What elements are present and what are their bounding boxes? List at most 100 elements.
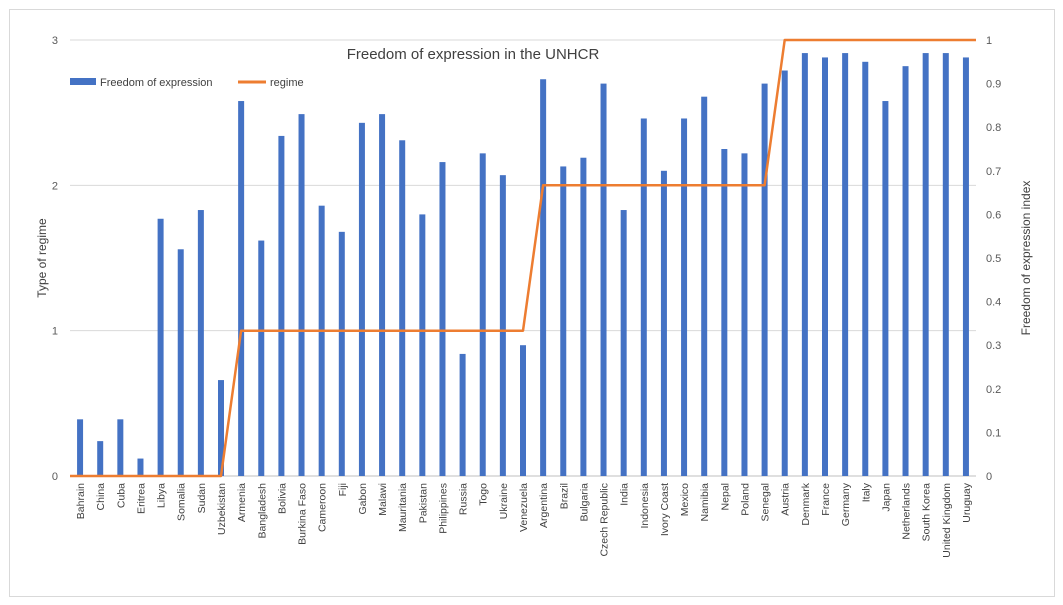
bar-togo <box>479 153 486 477</box>
category-label: Japan <box>880 483 892 512</box>
bar-mexico <box>681 118 688 476</box>
category-labels: Bahrain China Cuba Eritrea Libya Somalia Sudan… <box>75 482 973 557</box>
right-tick-label: 0.2 <box>986 384 1001 396</box>
bar-pakistan <box>419 214 426 476</box>
category-label: Uzbekistan <box>216 483 228 535</box>
category-label: Germany <box>840 482 852 526</box>
category-label: Czech Republic <box>599 483 611 557</box>
bar-ukraine <box>499 175 506 476</box>
category-label: Mexico <box>679 483 691 516</box>
bar-austria <box>781 70 788 477</box>
regime-line <box>70 38 976 478</box>
legend-swatch-freedom-of-expression <box>70 78 96 85</box>
right-tick-label: 0 <box>986 471 992 483</box>
category-label: Venezuela <box>518 483 530 532</box>
category-label: Cuba <box>115 483 127 508</box>
bar-eritrea <box>137 458 144 476</box>
bar-argentina <box>540 79 547 477</box>
category-label: Denmark <box>800 482 812 525</box>
category-label: Nepal <box>719 483 731 510</box>
category-label: Pakistan <box>417 483 429 523</box>
category-label: Indonesia <box>639 483 651 529</box>
category-label: Malawi <box>377 483 389 516</box>
category-label: China <box>95 483 107 511</box>
category-label: India <box>619 483 631 506</box>
bar-germany <box>842 53 849 477</box>
bar-namibia <box>701 96 708 477</box>
category-label: Burkina Faso <box>297 483 309 545</box>
left-axis-label: Type of regime <box>35 218 49 298</box>
category-label: Poland <box>740 483 752 516</box>
category-label: Philippines <box>438 483 450 534</box>
bar-uruguay <box>962 57 969 476</box>
category-label: Sudan <box>196 483 208 514</box>
bar-russia <box>459 353 466 476</box>
bar-united-kingdom <box>942 53 949 477</box>
right-tick-label: 0.4 <box>986 297 1001 309</box>
bar-bulgaria <box>580 157 587 476</box>
bar-sudan <box>197 210 204 477</box>
bar-ivory-coast <box>660 170 667 477</box>
bar-senegal <box>761 83 768 476</box>
category-label: Bulgaria <box>578 483 590 522</box>
category-label: Mauritania <box>397 483 409 532</box>
category-label: Armenia <box>236 483 248 522</box>
right-tick-label: 0.9 <box>986 79 1001 91</box>
right-tick-label: 0.3 <box>986 340 1001 352</box>
category-label: Bolivia <box>276 483 288 514</box>
category-label: Togo <box>478 483 490 506</box>
bar-cuba <box>117 419 124 476</box>
bar-burkina-faso <box>298 114 305 477</box>
category-label: Senegal <box>760 483 772 522</box>
bar-indonesia <box>640 118 647 476</box>
left-tick-label: 3 <box>52 35 58 47</box>
bar-india <box>620 210 627 477</box>
legend-label-freedom-of-expression: Freedom of expression <box>100 77 213 89</box>
right-tick-label: 0.6 <box>986 209 1001 221</box>
bar-armenia <box>238 101 245 476</box>
category-label: Ukraine <box>498 483 510 519</box>
category-label: Austria <box>780 483 792 516</box>
category-label: Netherlands <box>901 483 913 540</box>
bar-malawi <box>379 114 386 477</box>
category-label: South Korea <box>921 483 933 542</box>
bar-netherlands <box>902 66 909 476</box>
category-label: Ivory Coast <box>659 483 671 536</box>
category-label: Eritrea <box>136 483 148 514</box>
category-label: Cameroon <box>317 483 329 532</box>
category-label: Uruguay <box>961 482 973 522</box>
category-label: Somalia <box>176 483 188 521</box>
bar-philippines <box>439 162 446 476</box>
right-tick-label: 0.7 <box>986 166 1001 178</box>
category-label: Gabon <box>357 483 369 515</box>
category-label: Argentina <box>538 483 550 528</box>
bar-south-korea <box>922 53 929 477</box>
category-label: Bahrain <box>75 483 87 519</box>
bar-fiji <box>338 231 345 476</box>
left-tick-label: 2 <box>52 180 58 192</box>
left-tick-label: 0 <box>52 471 58 483</box>
bar-bangladesh <box>258 240 265 476</box>
chart-title: Freedom of expression in the UNHCR <box>347 46 600 63</box>
bar-brazil <box>560 166 567 476</box>
bar-series-freedom-of-expression <box>77 53 969 477</box>
bar-cameroon <box>318 205 325 476</box>
category-label: Bangladesh <box>256 483 268 539</box>
right-axis-ticks: 0 0.1 0.2 0.3 0.4 0.5 0.6 0.7 0.8 0.9 1 <box>986 35 1001 483</box>
bar-gabon <box>358 122 365 476</box>
category-label: Russia <box>458 483 470 515</box>
bar-denmark <box>801 53 808 477</box>
line-series-regime <box>70 38 976 478</box>
bar-bolivia <box>278 135 285 477</box>
left-axis-ticks: 0 1 2 3 <box>52 35 58 483</box>
bar-libya <box>157 218 164 476</box>
right-tick-label: 0.8 <box>986 122 1001 134</box>
category-label: Fiji <box>337 483 349 496</box>
category-label: Namibia <box>699 483 711 522</box>
bar-mauritania <box>399 140 406 476</box>
bar-poland <box>741 153 748 477</box>
left-tick-label: 1 <box>52 326 58 338</box>
bar-japan <box>882 101 889 476</box>
bar-china <box>97 441 104 476</box>
